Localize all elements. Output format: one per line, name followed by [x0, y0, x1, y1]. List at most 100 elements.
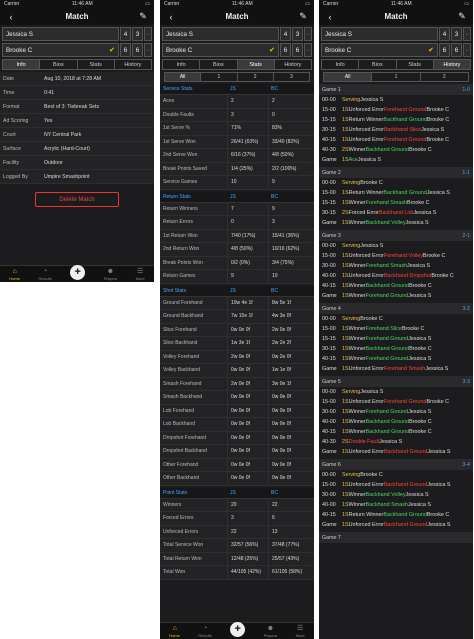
stat-value-bc: 2w 0e 0f: [268, 323, 309, 336]
status-bar: Carrier 11:46 AM ▭: [160, 0, 314, 8]
edit-icon[interactable]: ✎: [139, 11, 147, 21]
stat-value-js: 1w 3e 1f: [227, 337, 268, 350]
page-title: Match: [65, 12, 89, 21]
point-row: 40-00 1S Winner Backhand Ground Brooke C: [319, 417, 473, 427]
tab-stats[interactable]: Stats: [78, 60, 115, 69]
tab-history[interactable]: History: [124, 61, 142, 68]
point-row: Game 1S Winner Backhand Volley Jessica S: [319, 218, 473, 228]
point-text: Jessica S: [360, 97, 384, 103]
point-score: 15-00: [322, 482, 336, 488]
point-text: 1S: [342, 502, 349, 508]
player-name-field[interactable]: Jessica S: [2, 27, 119, 41]
player-name-field[interactable]: Jessica S: [321, 27, 438, 41]
tabbar-players[interactable]: ☻ Players: [104, 268, 117, 281]
tabbar-results[interactable]: ◔ Results: [198, 625, 211, 638]
point-text: 1S: [342, 157, 349, 163]
tabbar-results[interactable]: ◔ Results: [38, 268, 51, 281]
point-score: Game: [322, 293, 337, 299]
stat-row: Service Games 10 9: [160, 176, 314, 190]
stat-value-bc: 10/16 (62%): [268, 243, 309, 256]
point-text: Forehand Slice: [365, 326, 402, 332]
stat-value-bc: 25/57 (43%): [268, 552, 309, 565]
point-text: Winner: [348, 356, 366, 362]
stat-value-bc: 0w 0e 0f: [268, 418, 309, 431]
tab-bios[interactable]: Bios: [200, 60, 238, 69]
point-text: 1S: [342, 346, 349, 352]
stat-value-js: 0w 0e 0f: [227, 431, 268, 444]
point-row: 40-00 1S Unforced Error Backhand Dropshot…: [319, 271, 473, 281]
delete-match-button[interactable]: Delete Match: [35, 192, 119, 207]
segment-3[interactable]: 3: [289, 74, 293, 80]
player-name-field[interactable]: Brooke C ✔: [321, 43, 438, 57]
section-title: Point Stats: [163, 489, 188, 496]
point-score: 40-15: [322, 356, 336, 362]
add-match-button[interactable]: +: [70, 264, 86, 280]
tab-info[interactable]: Info: [322, 60, 360, 69]
stat-row: Lob Backhand 0w 0e 0f 0w 0e 0f: [160, 418, 314, 432]
tab-info[interactable]: Info: [163, 60, 201, 69]
point-row: 30-15 1S Winner Backhand Ground Brooke C: [319, 344, 473, 354]
tabbar-more[interactable]: ☰ More: [136, 268, 145, 281]
stat-value-bc: 0w 0e 0f: [268, 472, 309, 485]
player-name-field[interactable]: Brooke C ✔: [2, 43, 119, 57]
point-score: 00-00: [322, 316, 336, 322]
stat-value-bc: 10: [268, 270, 309, 283]
point-score: 40-30: [322, 147, 336, 153]
winner-check-icon: ✔: [109, 47, 115, 54]
set-score: -: [304, 43, 312, 57]
tabbar-players[interactable]: ☻ Players: [264, 625, 277, 638]
point-text: Backhand Volley: [365, 220, 406, 226]
stat-row: 1st Return Won 7/40 (17%) 15/41 (36%): [160, 229, 314, 243]
tab-bios[interactable]: Bios: [359, 60, 397, 69]
point-score: 30-00: [322, 492, 336, 498]
tabbar-home[interactable]: ⌂ Home: [9, 268, 20, 281]
info-value: Umpire Smashpoint: [44, 173, 90, 180]
player-name-field[interactable]: Jessica S: [162, 27, 279, 41]
segment-all[interactable]: All: [165, 73, 202, 81]
point-text: Backhand Smash: [365, 502, 408, 508]
tab-history[interactable]: History: [284, 61, 302, 68]
stat-value-bc: 13: [268, 525, 309, 538]
point-row: 40-15 1S Winner Backhand Ground Brooke C: [319, 281, 473, 291]
tab-bios[interactable]: Bios: [40, 60, 78, 69]
stat-value-bc: 3: [268, 216, 309, 229]
point-text: Jessica S: [427, 482, 451, 488]
point-text: 1S: [342, 220, 349, 226]
back-icon[interactable]: ‹: [169, 11, 173, 22]
segment-1[interactable]: 1: [372, 73, 421, 81]
tab-info[interactable]: Info: [3, 60, 41, 69]
back-icon[interactable]: ‹: [328, 11, 332, 22]
stat-value-js: 7: [227, 202, 268, 215]
stat-value-bc: 33/40 (82%): [268, 135, 309, 148]
point-text: 1S: [342, 190, 349, 196]
segment-all[interactable]: All: [324, 73, 373, 81]
tab-stats[interactable]: Stats: [237, 60, 275, 69]
point-text: Backhand Ground: [383, 512, 427, 518]
point-text: Jessica S: [405, 492, 429, 498]
point-text: Winner: [348, 346, 366, 352]
tab-history[interactable]: History: [433, 60, 470, 69]
point-score: Game: [322, 366, 337, 372]
player-name: Brooke C: [325, 46, 352, 54]
back-icon[interactable]: ‹: [9, 11, 13, 22]
players-icon: ☻: [106, 267, 115, 275]
stat-value-bc: 9: [268, 176, 309, 189]
point-row: Game 1S Unforced Error Backhand Ground Je…: [319, 520, 473, 530]
more-icon: ☰: [297, 624, 304, 632]
stat-label: Slice Backhand: [163, 340, 198, 347]
point-text: Winner: [348, 220, 366, 226]
segment-2[interactable]: 2: [442, 74, 446, 80]
edit-icon[interactable]: ✎: [299, 11, 307, 21]
tabbar-label: Home: [9, 275, 20, 281]
add-match-button[interactable]: +: [230, 621, 246, 637]
tabbar-home[interactable]: ⌂ Home: [169, 625, 180, 638]
segment-2[interactable]: 2: [238, 73, 274, 81]
point-text: Brooke C: [360, 180, 383, 186]
segment-1[interactable]: 1: [201, 73, 238, 81]
edit-icon[interactable]: ✎: [458, 11, 466, 21]
player-name-field[interactable]: Brooke C ✔: [162, 43, 279, 57]
tabbar-more[interactable]: ☰ More: [296, 625, 305, 638]
tab-stats[interactable]: Stats: [397, 60, 434, 69]
point-score: 40-15: [322, 283, 336, 289]
